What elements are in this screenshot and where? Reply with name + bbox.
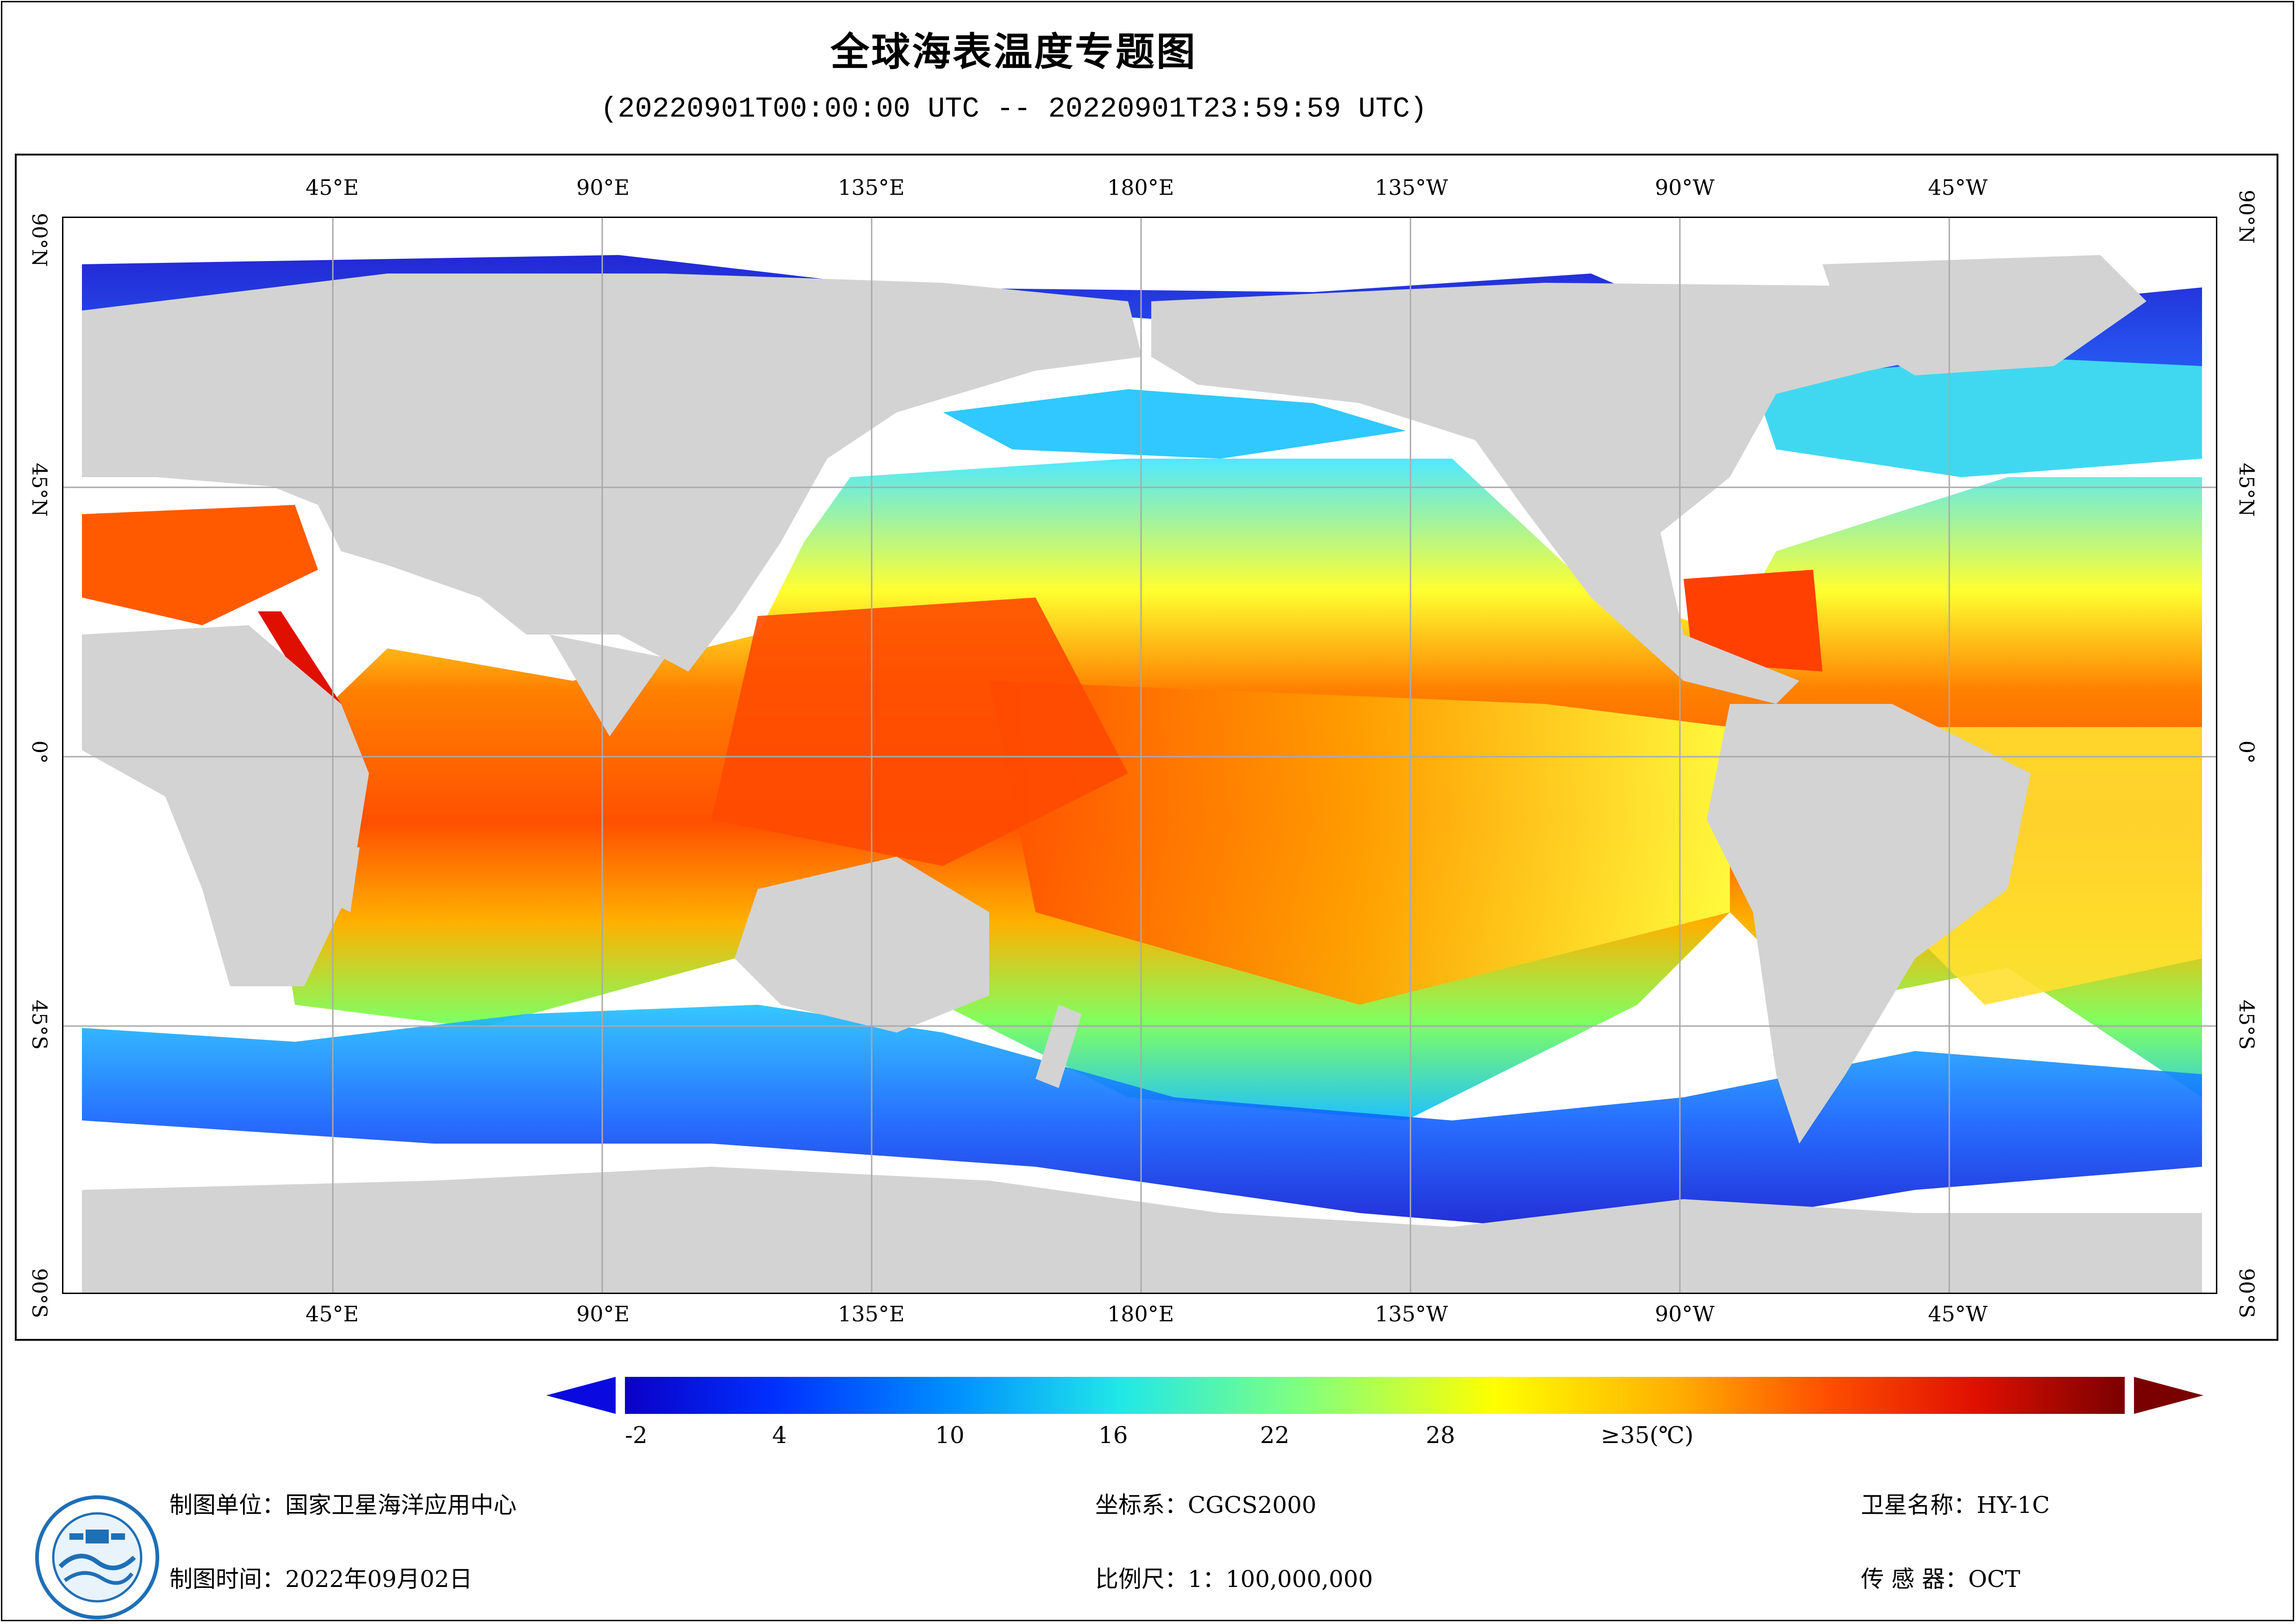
lon-label-top: 90°E — [576, 175, 630, 200]
colorbar-svg — [546, 1375, 2203, 1416]
lat-label-right: 90°S — [2234, 1268, 2258, 1318]
colorbar-max-arrow — [2134, 1377, 2203, 1414]
lat-label-left: 45°S — [27, 1000, 51, 1050]
colorbar-tick: 10 — [935, 1422, 965, 1449]
colorbar-tick: ≥35(℃) — [1601, 1422, 1693, 1449]
lat-label-right: 45°N — [2234, 463, 2258, 517]
lon-label-top: 135°W — [1375, 175, 1448, 200]
lon-label-top: 45°E — [306, 175, 359, 200]
satellite-name: 卫星名称：HY-1C — [1861, 1487, 2050, 1520]
lon-label-top: 90°W — [1655, 175, 1715, 200]
coordinate-system: 坐标系：CGCS2000 — [1095, 1487, 1316, 1520]
lat-label-right: 0° — [2234, 740, 2258, 764]
lat-label-left: 90°N — [27, 213, 51, 267]
time-range-subtitle: (20220901T00:00:00 UTC -- 20220901T23:59… — [0, 93, 2028, 125]
sst-map[interactable] — [62, 217, 2217, 1294]
colorbar-gradient — [625, 1377, 2125, 1414]
lat-label-right: 90°N — [2234, 190, 2258, 244]
colorbar-tick: 22 — [1260, 1422, 1290, 1449]
mediterranean-sea — [82, 505, 318, 625]
lon-label-top: 180°E — [1107, 175, 1174, 200]
lon-label-bottom: 180°E — [1107, 1301, 1174, 1326]
production-date: 制图时间：2022年09月02日 — [169, 1561, 473, 1594]
colorbar-min-arrow — [546, 1377, 616, 1414]
lat-label-right: 45°S — [2234, 1000, 2258, 1050]
sensor-name: 传 感 器：OCT — [1861, 1561, 2020, 1594]
colorbar-tick: -2 — [625, 1422, 648, 1449]
soa-logo-icon — [32, 1493, 162, 1622]
map-scale: 比例尺：1：100,000,000 — [1095, 1561, 1373, 1594]
lon-label-bottom: 135°E — [838, 1301, 905, 1326]
colorbar-tick: 4 — [772, 1422, 787, 1449]
lon-label-bottom: 90°W — [1655, 1301, 1715, 1326]
lat-label-left: 45°N — [27, 463, 51, 517]
africa-land — [82, 625, 369, 986]
colorbar-tick: 16 — [1098, 1422, 1128, 1449]
lon-label-top: 135°E — [838, 175, 905, 200]
lon-label-bottom: 135°W — [1375, 1301, 1448, 1326]
map-title: 全球海表温度专题图 — [0, 21, 2028, 77]
sst-map-svg — [63, 218, 2217, 1294]
lon-label-bottom: 45°W — [1928, 1301, 1988, 1326]
lon-label-bottom: 90°E — [576, 1301, 630, 1326]
producer-unit: 制图单位：国家卫星海洋应用中心 — [169, 1487, 517, 1520]
lat-label-left: 90°S — [27, 1268, 51, 1318]
lat-label-left: 0° — [27, 740, 51, 764]
sst-colorbar — [546, 1375, 2203, 1416]
colorbar-tick: 28 — [1426, 1422, 1455, 1449]
lon-label-top: 45°W — [1928, 175, 1988, 200]
lon-label-bottom: 45°E — [306, 1301, 359, 1326]
